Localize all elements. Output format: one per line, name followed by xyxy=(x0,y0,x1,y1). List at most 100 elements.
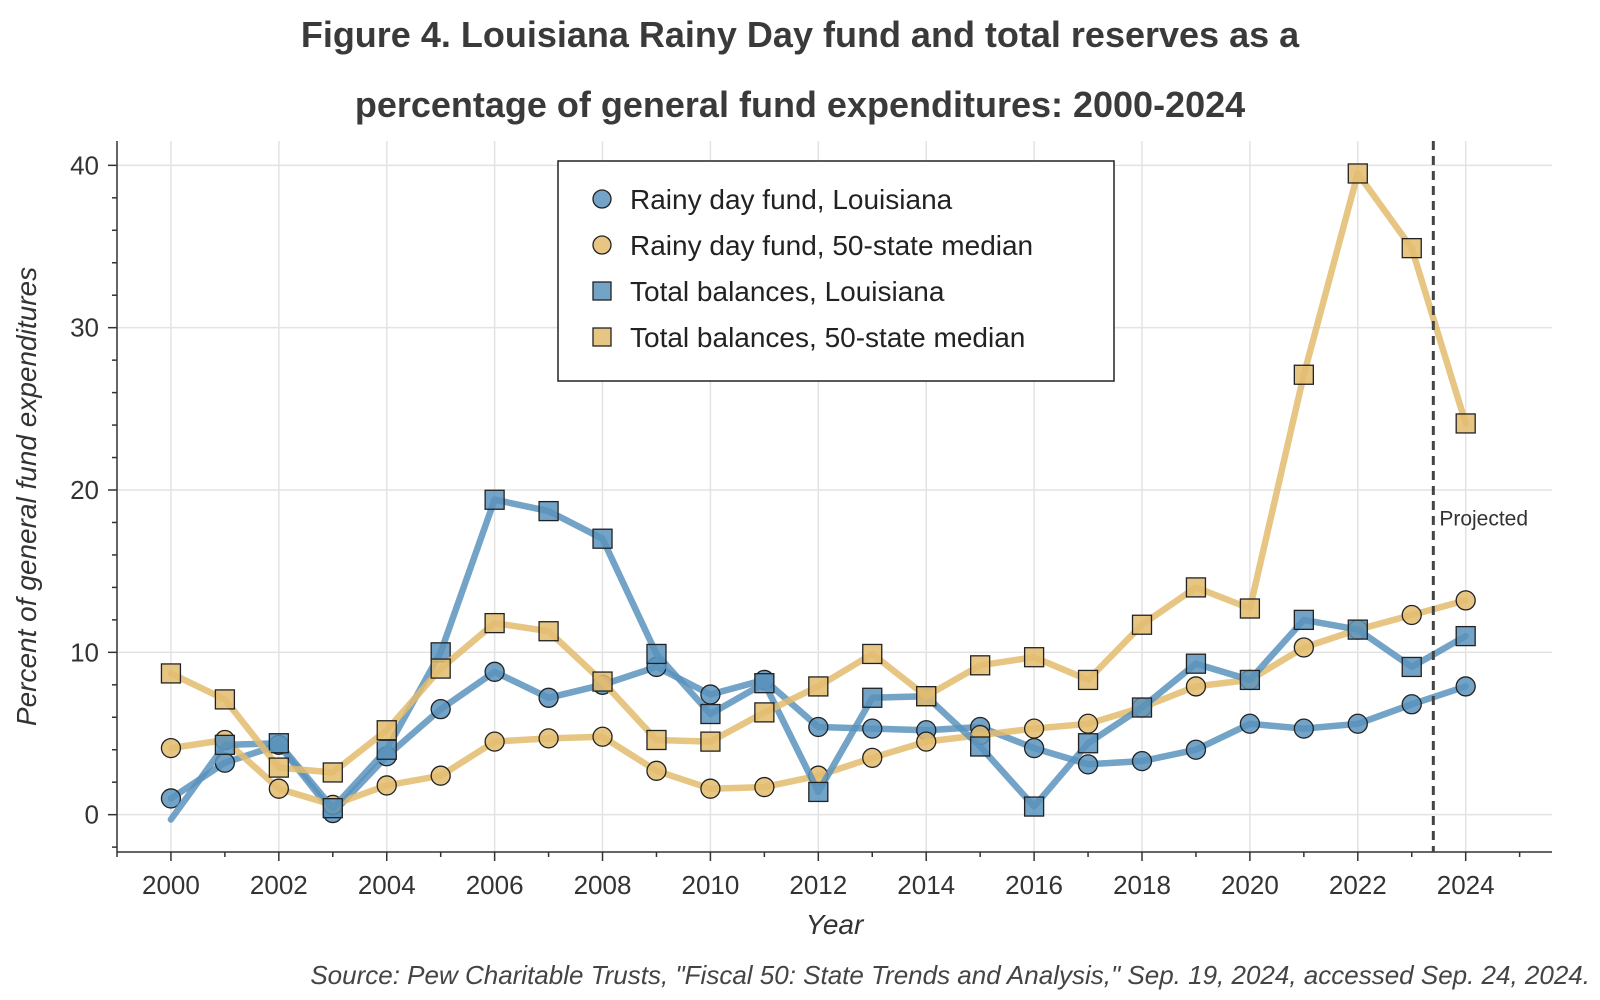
legend-circle-marker xyxy=(592,189,612,209)
annotation-layer: Projected xyxy=(1431,141,1528,852)
data-point xyxy=(808,781,829,803)
data-point xyxy=(808,716,829,738)
x-axis-label: Year xyxy=(806,909,865,940)
legend-square-marker xyxy=(592,327,612,347)
data-point xyxy=(700,778,721,799)
data-point xyxy=(268,757,289,778)
legend-label: Total balances, 50-state median xyxy=(630,322,1025,353)
data-point xyxy=(1023,737,1045,759)
data-point xyxy=(1185,577,1207,598)
legend-label: Rainy day fund, Louisiana xyxy=(630,184,953,215)
data-point xyxy=(1347,163,1368,184)
series-3 xyxy=(167,489,1476,823)
data-point xyxy=(484,661,505,682)
data-point xyxy=(1455,413,1476,434)
x-tick-label: 2008 xyxy=(574,870,632,900)
x-tick-label: 2004 xyxy=(358,870,416,900)
x-tick-label: 2002 xyxy=(250,870,308,900)
y-tick-label: 30 xyxy=(70,313,99,343)
data-point xyxy=(538,687,559,708)
data-point xyxy=(1401,656,1422,678)
data-point xyxy=(592,726,613,747)
x-tick-label: 2018 xyxy=(1113,870,1171,900)
data-point xyxy=(1455,676,1476,697)
source-note: Source: Pew Charitable Trusts, "Fiscal 5… xyxy=(310,960,1590,990)
series-layer xyxy=(160,163,1476,824)
data-point xyxy=(538,621,559,642)
data-point xyxy=(646,729,667,751)
data-point xyxy=(484,489,505,510)
legend-circle-marker xyxy=(592,235,612,255)
legend-label: Rainy day fund, 50-state median xyxy=(630,230,1033,261)
data-point xyxy=(160,737,182,759)
data-point xyxy=(754,702,775,723)
x-tick-label: 2022 xyxy=(1329,870,1387,900)
data-point xyxy=(538,500,559,522)
data-point xyxy=(484,731,505,752)
x-tick-label: 2020 xyxy=(1221,870,1279,900)
data-point xyxy=(916,731,937,752)
data-point xyxy=(1185,676,1207,697)
x-tick-label: 2024 xyxy=(1437,870,1495,900)
data-point xyxy=(1293,364,1314,385)
data-point xyxy=(1401,237,1422,259)
y-tick-label: 0 xyxy=(85,800,99,830)
legend-item: Total balances, 50-state median xyxy=(592,322,1025,353)
data-point xyxy=(538,728,559,749)
y-tick-label: 20 xyxy=(70,475,99,505)
y-tick-label: 40 xyxy=(70,150,99,180)
data-point xyxy=(214,689,236,710)
data-point xyxy=(1455,590,1476,611)
data-point xyxy=(592,528,613,549)
data-point xyxy=(376,720,397,741)
y-axis-label: Percent of general fund expenditures xyxy=(11,267,42,726)
legend-item: Rainy day fund, 50-state median xyxy=(592,230,1033,261)
data-point xyxy=(1401,694,1422,715)
data-point xyxy=(1131,697,1153,718)
data-point xyxy=(862,643,883,665)
data-point xyxy=(646,643,667,665)
data-point xyxy=(1185,739,1207,760)
legend: Rainy day fund, Louisiana Rainy day fund,… xyxy=(557,160,1115,382)
data-point xyxy=(268,778,289,799)
data-point xyxy=(916,686,937,707)
x-tick-label: 2014 xyxy=(897,870,955,900)
data-point xyxy=(1077,713,1099,734)
x-tick-label: 2016 xyxy=(1005,870,1063,900)
data-point xyxy=(1455,625,1476,647)
data-point xyxy=(1239,713,1261,734)
data-point xyxy=(754,673,775,694)
data-point xyxy=(862,718,883,739)
data-point xyxy=(1239,669,1261,691)
data-point xyxy=(1185,653,1207,674)
data-point xyxy=(160,788,182,809)
line-chart: 2000 2002 2004 2006 2008 2010 2012 2014 2016 2018… xyxy=(11,141,1552,940)
y-tick-label: 10 xyxy=(70,637,99,667)
data-point xyxy=(376,775,397,796)
legend-box xyxy=(557,160,1115,382)
data-point xyxy=(322,798,343,819)
data-point xyxy=(1077,754,1099,775)
data-point xyxy=(1131,614,1153,635)
data-point xyxy=(1293,609,1314,631)
chart-title-line-2: percentage of general fund expenditures:… xyxy=(354,84,1246,125)
data-point xyxy=(1239,598,1261,619)
data-point xyxy=(322,762,343,783)
x-tick-label: 2000 xyxy=(142,870,200,900)
data-point xyxy=(700,684,721,705)
legend-square-marker xyxy=(592,281,612,301)
x-tick-label: 2012 xyxy=(789,870,847,900)
data-point xyxy=(214,734,236,756)
data-point xyxy=(430,699,451,720)
data-point xyxy=(754,776,775,798)
data-point xyxy=(160,663,182,684)
series-4 xyxy=(160,163,1476,783)
data-point xyxy=(1347,713,1368,734)
data-point xyxy=(700,731,721,752)
data-point xyxy=(1023,796,1045,817)
data-point xyxy=(430,765,451,786)
data-point xyxy=(484,612,505,634)
data-point xyxy=(808,676,829,697)
data-point xyxy=(1077,733,1099,754)
data-point xyxy=(592,671,613,692)
